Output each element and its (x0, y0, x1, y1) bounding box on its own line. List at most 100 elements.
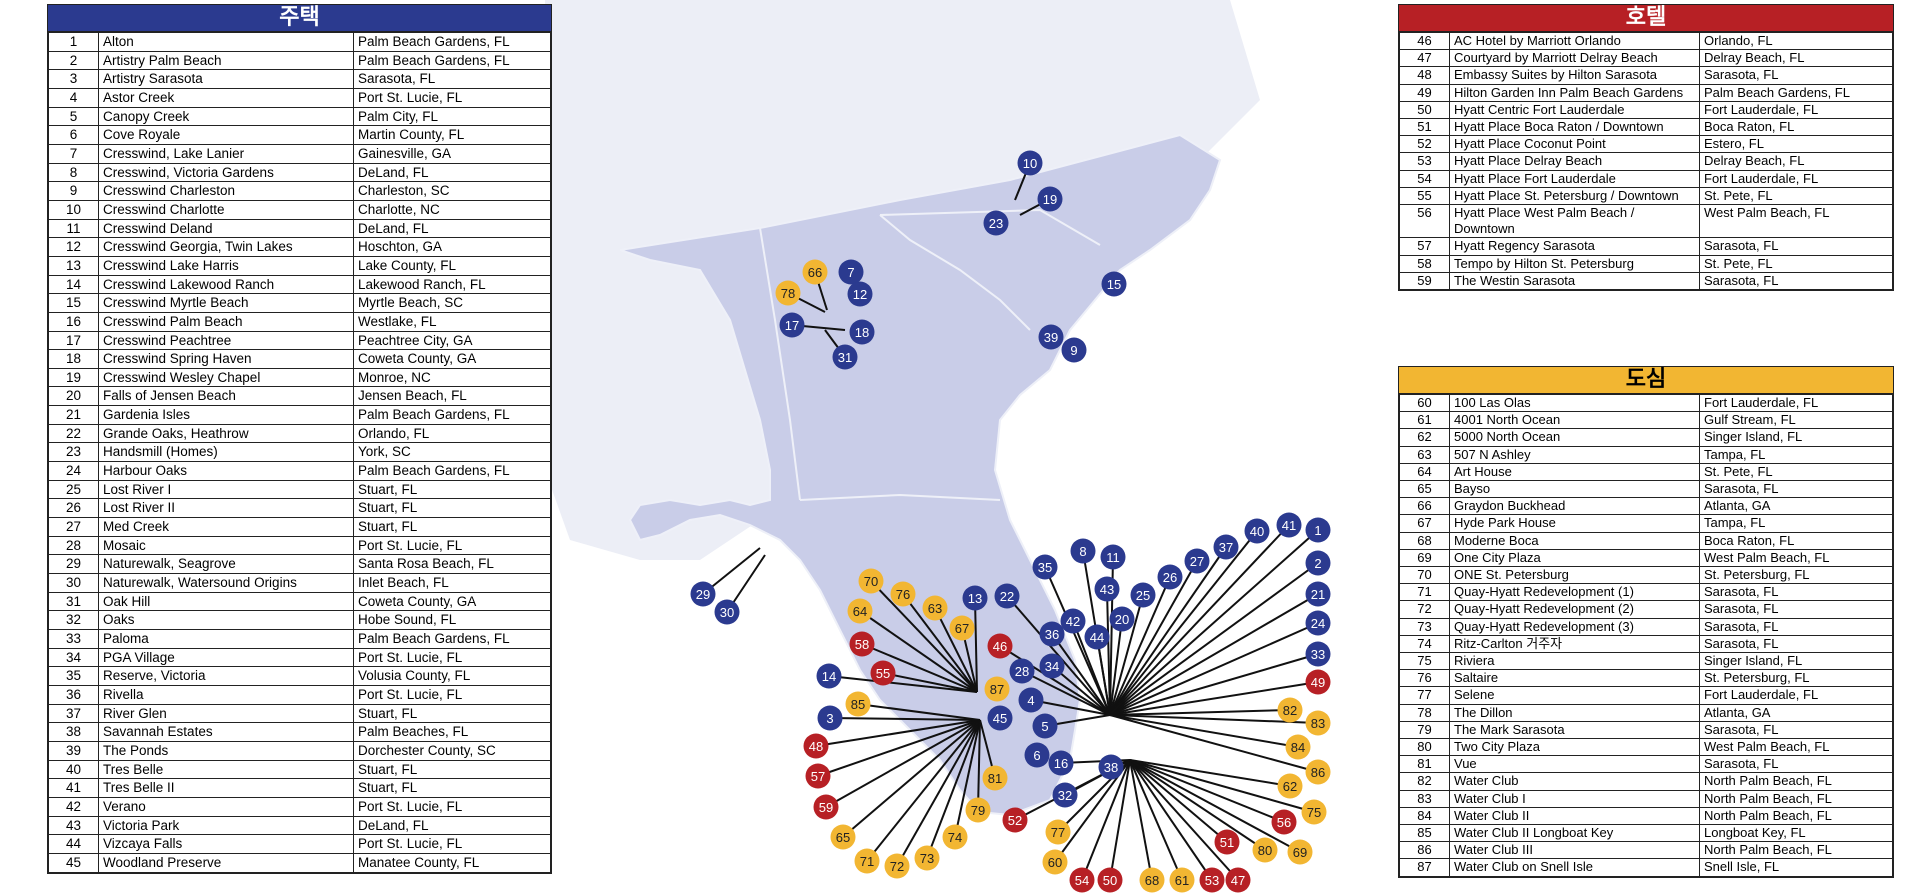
property-location: Singer Island, FL (1699, 428, 1893, 447)
row-number: 2 (48, 50, 99, 71)
row-number: 82 (1399, 772, 1450, 791)
row-number: 30 (48, 573, 99, 593)
row-number: 37 (48, 703, 99, 724)
table-row: 7 Cresswind, Lake Lanier Gainesville, GA (48, 143, 551, 164)
table-row: 85 Water Club II Longboat Key Longboat Key… (1399, 824, 1893, 843)
table-row: 81 Vue Sarasota, FL (1399, 755, 1893, 774)
property-name: Woodland Preserve (98, 852, 354, 873)
property-location: Sarasota, FL (1699, 583, 1893, 602)
map-marker-residential: 45 (987, 705, 1013, 731)
property-location: DeLand, FL (353, 162, 551, 183)
marker-circle (962, 585, 988, 611)
row-number: 27 (48, 517, 99, 537)
marker-number: 73 (920, 851, 934, 866)
table-row: 58 Tempo by Hilton St. Petersburg St. Pete… (1399, 254, 1893, 273)
marker-number: 46 (993, 639, 1007, 654)
row-number: 26 (48, 498, 99, 519)
connector-line (825, 719, 981, 808)
marker-number: 50 (1103, 873, 1117, 888)
marker-number: 10 (1023, 156, 1037, 171)
marker-number: 31 (838, 350, 852, 365)
map-marker-residential: 44 (1084, 624, 1110, 650)
map-marker-residential: 22 (994, 583, 1020, 609)
property-location: Tampa, FL (1699, 514, 1893, 533)
property-location: West Palm Beach, FL (1699, 738, 1893, 757)
connector-line (866, 719, 981, 862)
property-location: Monroe, NC (353, 367, 551, 388)
table-row: 12 Cresswind Georgia, Twin Lakes Hoschton,… (48, 237, 551, 257)
property-name: Lost River I (98, 479, 354, 500)
row-number: 71 (1399, 583, 1450, 602)
property-name: Water Club II (1449, 806, 1700, 826)
row-number: 87 (1399, 858, 1450, 877)
connector-line (1109, 653, 1319, 716)
property-name: Courtyard by Marriott Delray Beach (1449, 49, 1700, 68)
property-name: River Glen (98, 703, 354, 724)
property-name: Ritz-Carlton 거주자 (1449, 634, 1700, 654)
connector-line (1109, 714, 1319, 773)
property-location: North Palm Beach, FL (1699, 789, 1893, 808)
row-number: 69 (1399, 548, 1450, 568)
marker-number: 55 (876, 666, 890, 681)
marker-circle (816, 663, 842, 689)
property-location: Fort Lauderdale, FL (1699, 393, 1893, 413)
property-location: Orlando, FL (353, 423, 551, 444)
connector-line (817, 719, 981, 777)
property-name: PGA Village (98, 647, 354, 668)
marker-circle (1276, 512, 1302, 538)
property-name: Cresswind Wesley Chapel (98, 367, 354, 388)
marker-circle (849, 631, 875, 657)
connector-line (1109, 681, 1319, 716)
marker-circle (1032, 713, 1058, 739)
table-row: 44 Vizcaya Falls Port St. Lucie, FL (48, 834, 551, 854)
map-marker-urban: 67 (949, 615, 975, 641)
table-row: 6 Cove Royale Martin County, FL (48, 125, 551, 145)
map-marker-urban: 64 (847, 598, 873, 624)
marker-number: 79 (971, 803, 985, 818)
connector-line (1051, 633, 1111, 716)
table-row: 49 Hilton Garden Inn Palm Beach Gardens Pa… (1399, 83, 1893, 102)
marker-circle (1037, 186, 1063, 212)
property-name: Hyde Park House (1449, 514, 1700, 533)
row-number: 5 (48, 106, 99, 127)
map-marker-residential: 42 (1060, 608, 1086, 634)
property-name: The Ponds (98, 740, 354, 761)
row-number: 28 (48, 535, 99, 556)
marker-number: 54 (1075, 873, 1089, 888)
property-location: Jensen Beach, FL (353, 386, 551, 407)
table-row: 2 Artistry Palm Beach Palm Beach Gardens, … (48, 50, 551, 71)
marker-circle (1184, 548, 1210, 574)
state-borders (759, 208, 1101, 501)
row-number: 33 (48, 629, 99, 649)
connector-line (1109, 622, 1319, 716)
marker-number: 9 (1070, 343, 1077, 358)
table-row: 20 Falls of Jensen Beach Jensen Beach, FL (48, 386, 551, 407)
row-number: 19 (48, 367, 99, 388)
map-marker-residential: 41 (1276, 512, 1302, 538)
property-location: Manatee County, FL (353, 852, 551, 873)
table-row: 21 Gardenia Isles Palm Beach Gardens, FL (48, 405, 551, 425)
map-marker-residential: 7 (838, 259, 864, 285)
property-location: Singer Island, FL (1699, 652, 1893, 671)
urban-panel: 도심 60 100 Las Olas Fort Lauderdale, FL 61 40… (1398, 366, 1894, 878)
marker-circle (830, 824, 856, 850)
property-name: 100 Las Olas (1449, 393, 1700, 413)
map-marker-urban: 66 (802, 259, 828, 285)
marker-number: 4 (1027, 693, 1034, 708)
connector-line (829, 717, 981, 721)
property-location: Martin County, FL (353, 125, 551, 145)
marker-number: 62 (1283, 779, 1297, 794)
row-number: 3 (48, 69, 99, 89)
map-marker-hotel: 48 (803, 733, 829, 759)
row-number: 60 (1399, 393, 1450, 413)
property-name: Verano (98, 796, 354, 817)
property-location: Stuart, FL (353, 759, 551, 780)
table-row: 42 Verano Port St. Lucie, FL (48, 796, 551, 817)
property-name: The Dillon (1449, 703, 1700, 722)
property-location: Sarasota, FL (1699, 617, 1893, 636)
row-number: 40 (48, 759, 99, 780)
table-row: 77 Selene Fort Lauderdale, FL (1399, 686, 1893, 705)
map-marker-residential: 31 (832, 344, 858, 370)
marker-number: 43 (1100, 582, 1114, 597)
property-name: Tres Belle (98, 759, 354, 780)
